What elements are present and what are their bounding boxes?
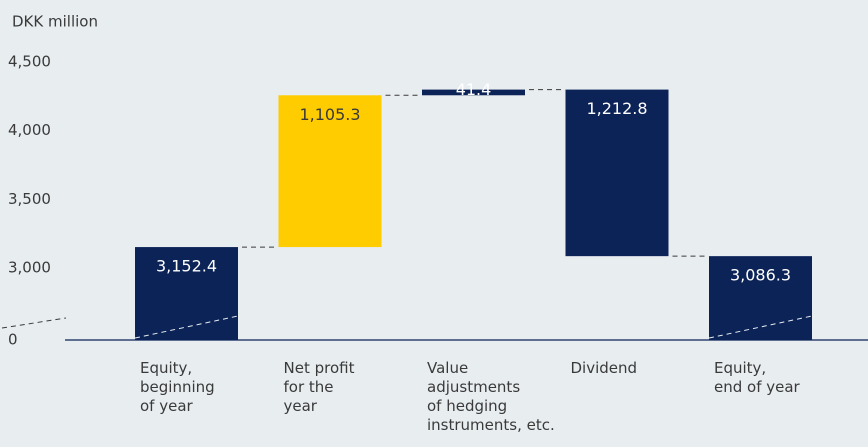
x-tick-line: beginning bbox=[140, 378, 215, 396]
bar bbox=[422, 89, 525, 96]
bar bbox=[565, 89, 669, 257]
x-tick-label: Equity, end of year bbox=[714, 359, 801, 396]
x-tick-line: of hedging bbox=[427, 397, 507, 415]
x-tick-line: Equity, bbox=[140, 359, 192, 377]
x-tick-label: Value adjustments of hedging instruments, e… bbox=[427, 359, 555, 434]
x-tick-line: Equity, bbox=[714, 359, 766, 377]
value-label: 1,212.8 bbox=[586, 99, 647, 118]
x-tick-line: end of year bbox=[714, 378, 801, 396]
x-tick-line: Net profit bbox=[284, 359, 355, 377]
x-tick-line: of year bbox=[140, 397, 194, 415]
y-tick-label: 3,000 bbox=[8, 259, 51, 277]
x-tick-label: Dividend bbox=[571, 359, 638, 377]
x-tick-line: for the bbox=[284, 378, 334, 396]
y-axis-label: DKK million bbox=[12, 13, 98, 31]
y-tick-label: 0 bbox=[8, 331, 18, 349]
y-tick-label: 3,500 bbox=[8, 190, 51, 208]
x-tick-line: Dividend bbox=[571, 359, 638, 377]
y-tick-label: 4,500 bbox=[8, 53, 51, 71]
y-tick-label: 4,000 bbox=[8, 121, 51, 139]
axis-break-mark bbox=[1, 317, 67, 329]
value-label: 3,086.3 bbox=[730, 266, 791, 285]
x-tick-label: Net profit for the year bbox=[284, 359, 355, 415]
x-tick-label: Equity, beginning of year bbox=[140, 359, 215, 415]
x-tick-line: instruments, etc. bbox=[427, 416, 555, 434]
x-tick-line: Value bbox=[427, 359, 468, 377]
value-label: 1,105.3 bbox=[299, 105, 360, 124]
value-label: 3,152.4 bbox=[156, 257, 217, 276]
x-tick-line: adjustments bbox=[427, 378, 520, 396]
bar bbox=[135, 247, 238, 340]
value-label: 41.4 bbox=[456, 80, 492, 99]
bar bbox=[709, 256, 812, 340]
break-line bbox=[1, 317, 67, 329]
x-tick-line: year bbox=[284, 397, 318, 415]
bar bbox=[278, 95, 382, 248]
